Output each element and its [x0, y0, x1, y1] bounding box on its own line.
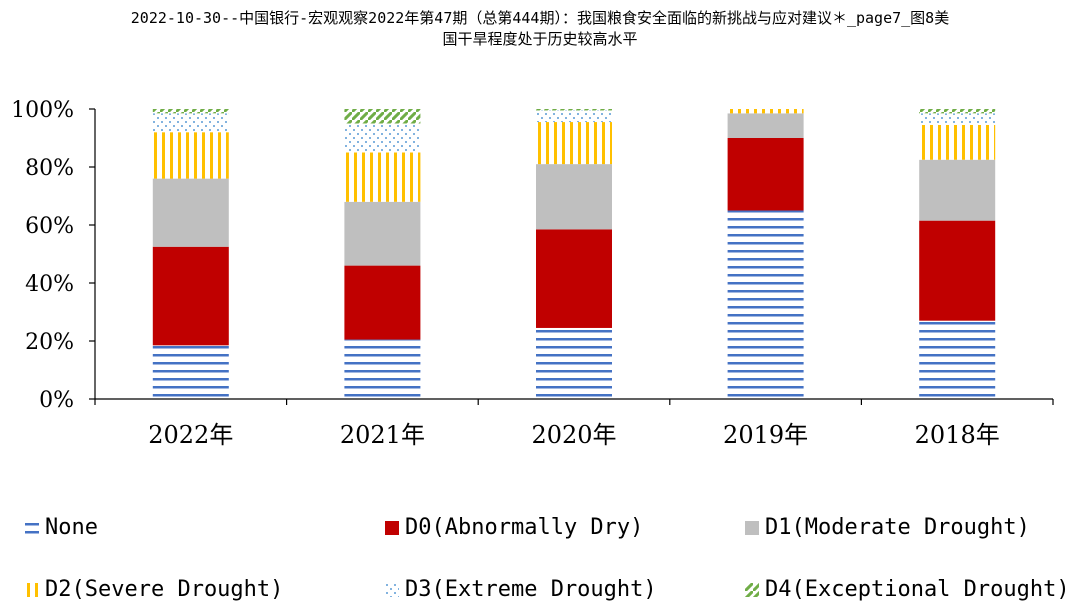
legend-label: D4(Exceptional Drought): [765, 577, 1070, 602]
bar-segment-d2-severe-drought-3: [536, 122, 612, 165]
legend-item-d3-extreme-drought: D3(Extreme Drought): [385, 577, 657, 602]
bar-segment-d4-exceptional-drought-3: [536, 109, 612, 111]
legend-item-d2-severe-drought: D2(Severe Drought): [25, 577, 283, 602]
chart-title-line1: 2022-10-30--中国银行-宏观观察2022年第47期（总第444期）：我…: [130, 9, 950, 27]
legend-item-none: None: [25, 515, 98, 540]
bar-segment-d2-severe-drought-4: [727, 109, 804, 114]
bar-segment-d0-abnormally-dry-2: [344, 265, 421, 340]
y-tick-label: 80%: [25, 156, 74, 181]
legend-item-d0-abnormally-dry: D0(Abnormally Dry): [385, 515, 643, 540]
x-tick-label: 2019年: [723, 421, 808, 449]
bar-segment-d2-severe-drought-5: [919, 124, 996, 160]
x-tick-label: 2018年: [915, 421, 1000, 449]
bar-segment-d4-exceptional-drought-2: [344, 109, 421, 124]
x-tick-label: 2021年: [340, 421, 425, 449]
bar-segment-none-4: [727, 210, 804, 399]
legend-label: None: [45, 515, 98, 540]
bar-segment-none-2: [344, 339, 421, 399]
legend-swatch: [385, 520, 399, 535]
bar-segment-d3-extreme-drought-2: [344, 123, 421, 153]
x-tick-label: 2020年: [531, 421, 616, 449]
bar-segment-d1-moderate-drought-1: [152, 178, 229, 247]
legend-label: D3(Extreme Drought): [405, 577, 657, 602]
bar-segment-d4-exceptional-drought-1: [152, 109, 229, 114]
bar-segment-none-5: [919, 320, 996, 399]
legend-label: D0(Abnormally Dry): [405, 515, 644, 540]
legend-item-d4-exceptional-drought: D4(Exceptional Drought): [745, 577, 1070, 602]
y-tick-label: 20%: [25, 330, 74, 355]
legend-swatch: [745, 520, 759, 535]
bar-segment-d2-severe-drought-1: [152, 132, 229, 179]
bar-segment-d0-abnormally-dry-1: [152, 246, 229, 346]
bar-segment-d0-abnormally-dry-4: [727, 138, 804, 211]
bar-segment-d4-exceptional-drought-5: [919, 109, 996, 114]
x-tick-label: 2022年: [148, 421, 233, 449]
bar-segment-d3-extreme-drought-1: [152, 113, 229, 133]
bar-segment-d3-extreme-drought-5: [919, 113, 996, 125]
legend-swatch: [745, 582, 759, 597]
bar-segment-d1-moderate-drought-5: [919, 159, 996, 221]
bar-segment-d0-abnormally-dry-3: [536, 229, 612, 328]
legend-item-d1-moderate-drought: D1(Moderate Drought): [745, 515, 1030, 540]
axes-layer: 2022年 2021年 2020年 2019年 2018年 0% 20% 40% 60% 80% 1…: [11, 98, 1054, 449]
bar-segment-d3-extreme-drought-3: [536, 110, 612, 123]
legend-label: D2(Severe Drought): [45, 577, 284, 602]
bar-segment-d1-moderate-drought-3: [536, 164, 612, 230]
y-tick-label: 40%: [25, 272, 74, 297]
y-tick-label: 60%: [25, 214, 74, 239]
bar-segment-none-3: [536, 327, 612, 399]
bar-segment-d0-abnormally-dry-5: [919, 220, 996, 321]
bar-segment-d1-moderate-drought-4: [727, 113, 804, 138]
y-tick-label: 0%: [39, 388, 74, 413]
legend-swatch: [25, 582, 39, 597]
legend-label: D1(Moderate Drought): [765, 515, 1030, 540]
bar-segment-d1-moderate-drought-2: [344, 201, 421, 266]
bars-layer: [152, 109, 996, 399]
chart-title: 2022-10-30--中国银行-宏观观察2022年第47期（总第444期）：我…: [0, 8, 1080, 50]
chart-title-line2: 国干旱程度处于历史较高水平: [442, 30, 638, 48]
bar-segment-none-1: [152, 345, 229, 399]
legend-swatch: [385, 582, 399, 597]
bar-segment-d2-severe-drought-2: [344, 152, 421, 202]
legend-swatch: [25, 520, 39, 535]
y-tick-label: 100%: [11, 98, 74, 123]
